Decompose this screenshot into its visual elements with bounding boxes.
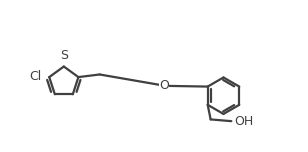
Text: Cl: Cl [30,70,42,83]
Text: O: O [160,79,169,92]
Text: S: S [60,49,68,62]
Text: OH: OH [234,115,253,128]
